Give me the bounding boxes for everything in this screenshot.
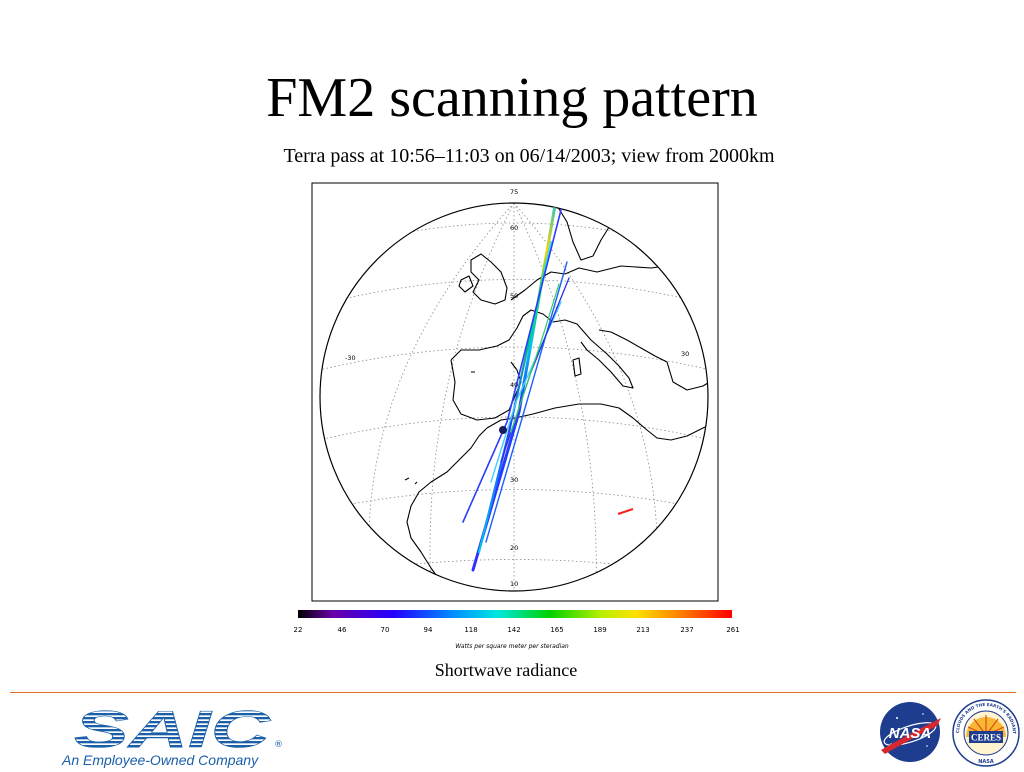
colorbar-tick: 213 bbox=[636, 626, 650, 634]
ceres-bottom-text: NASA bbox=[978, 759, 994, 765]
lat-label-60: 60 bbox=[510, 224, 518, 232]
scan-tracks bbox=[462, 203, 570, 572]
colorbar-tick: 165 bbox=[550, 626, 564, 634]
slide-title: FM2 scanning pattern bbox=[266, 67, 758, 129]
colorbar-tick: 94 bbox=[423, 626, 433, 634]
nasa-text: NASA bbox=[889, 725, 932, 742]
lon-label-minus30: -30 bbox=[345, 354, 356, 362]
colorbar-tick: 46 bbox=[337, 626, 347, 634]
lat-label-75: 75 bbox=[510, 188, 518, 196]
colorbar-tick: 189 bbox=[593, 626, 607, 634]
ceres-center-text: CERES bbox=[971, 733, 1001, 743]
lat-label-20: 20 bbox=[510, 544, 518, 552]
footer-divider bbox=[10, 692, 1016, 693]
longitude-labels: -30 30 bbox=[345, 350, 689, 362]
colorbar-tick: 261 bbox=[726, 626, 740, 634]
colorbar bbox=[298, 610, 732, 618]
colorbar-tick: 142 bbox=[507, 626, 521, 634]
colorbar-tick: 118 bbox=[464, 626, 478, 634]
lat-label-10: 10 bbox=[510, 580, 518, 588]
ceres-seal-icon: CERES CLOUDS AND THE EARTH'S RADIANT ENE… bbox=[947, 693, 1020, 767]
colorbar-units: Watts per square meter per steradian bbox=[455, 643, 569, 650]
nasa-meatball-icon: NASA bbox=[880, 702, 941, 762]
colorbar-tick: 70 bbox=[380, 626, 390, 634]
saic-wordmark: SAIC ® bbox=[74, 705, 283, 751]
isolated-mark bbox=[617, 508, 634, 515]
globe-figure: 75 60 50 40 30 20 10 -30 30 bbox=[311, 182, 719, 602]
ceres-logo: CERES CLOUDS AND THE EARTH'S RADIANT ENE… bbox=[947, 693, 1022, 772]
lat-label-50: 50 bbox=[510, 292, 518, 300]
lat-label-30: 30 bbox=[510, 476, 518, 484]
colorbar-tick: 237 bbox=[680, 626, 694, 634]
lat-label-40: 40 bbox=[510, 381, 518, 389]
figure-caption: Shortwave radiance bbox=[434, 660, 578, 680]
colorbar-tick: 22 bbox=[293, 626, 303, 634]
globe-outline bbox=[319, 202, 709, 592]
globe-map: 75 60 50 40 30 20 10 -30 30 bbox=[311, 182, 719, 602]
nasa-logo: NASA bbox=[875, 700, 945, 769]
colorbar-ticks: 22 46 70 94 118 142 165 189 213 237 261 bbox=[292, 626, 742, 638]
svg-text:®: ® bbox=[274, 740, 283, 750]
latitude-labels: 75 60 50 40 30 20 10 bbox=[510, 188, 518, 588]
saic-letters: SAIC bbox=[74, 705, 272, 751]
lon-label-30: 30 bbox=[681, 350, 689, 358]
saic-tagline: An Employee-Owned Company bbox=[62, 752, 259, 768]
saic-logo: SAIC ® An Employee-Owned Company bbox=[60, 705, 300, 768]
slide-subtitle: Terra pass at 10:56–11:03 on 06/14/2003;… bbox=[283, 145, 775, 167]
